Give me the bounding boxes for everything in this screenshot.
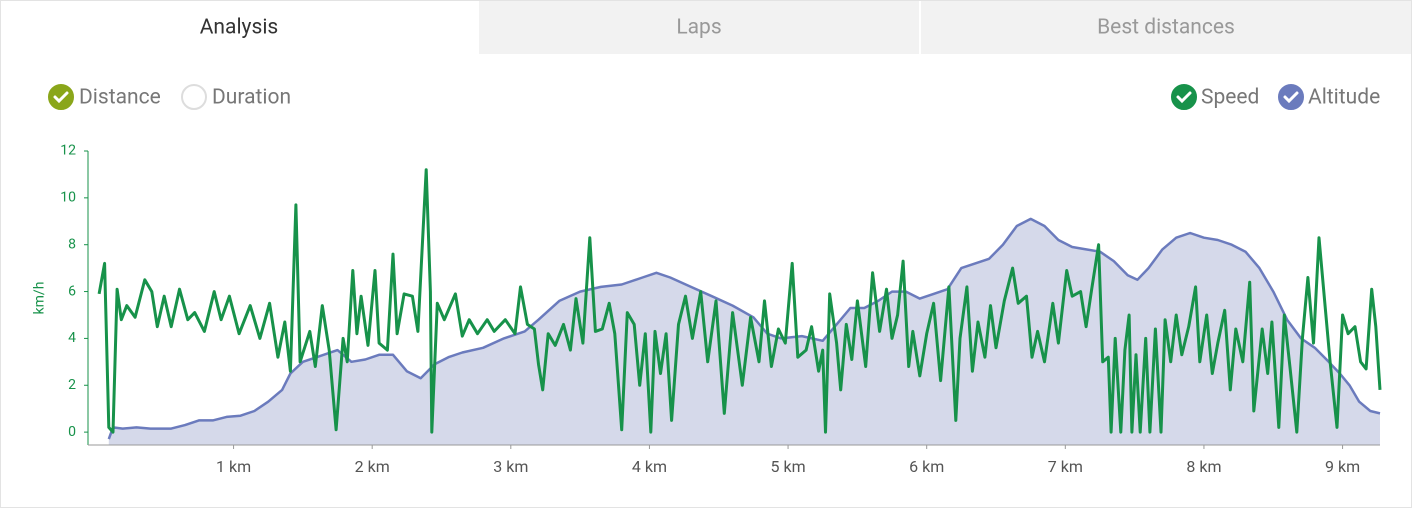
- check-mark: [1176, 91, 1192, 104]
- legend-label[interactable]: Duration: [212, 86, 291, 110]
- line: [97, 168, 1382, 434]
- check-mark: [1283, 91, 1299, 104]
- line: [107, 217, 1381, 440]
- y-tick-label: 6: [68, 283, 76, 299]
- y-tick-label: 4: [68, 330, 76, 346]
- x-tick-label: 1 km: [216, 457, 251, 476]
- y-tick-label: 2: [68, 377, 76, 393]
- x-tick-label: 5 km: [771, 457, 806, 476]
- x-tick-label: 6 km: [909, 457, 944, 476]
- y-tick-label: 10: [60, 190, 76, 206]
- y-tick-label: 0: [68, 424, 76, 440]
- x-tick-label: 8 km: [1186, 457, 1221, 476]
- x-tick-label: 4 km: [632, 457, 667, 476]
- x-tick-label: 9 km: [1325, 457, 1360, 476]
- legend-label[interactable]: Altitude: [1308, 86, 1380, 110]
- legend-label[interactable]: Distance: [79, 86, 161, 110]
- tab[interactable]: [921, 1, 1411, 54]
- tab-bar: Analysis Laps Best distances: [1, 1, 1411, 54]
- legend: Distance Duration Speed Altitude: [48, 84, 1380, 110]
- tab-label[interactable]: Laps: [676, 16, 721, 40]
- x-tick-label: 3 km: [493, 457, 528, 476]
- legend-label[interactable]: Speed: [1201, 86, 1259, 110]
- x-tick-label: 2 km: [355, 457, 390, 476]
- y-tick-label: 8: [68, 236, 76, 252]
- y-axis-label: km/h: [32, 282, 48, 315]
- tab[interactable]: [1, 1, 477, 54]
- area: [108, 218, 1381, 445]
- checkbox[interactable]: [181, 84, 207, 110]
- tab-label[interactable]: Best distances: [1097, 16, 1235, 40]
- tab[interactable]: [479, 1, 919, 54]
- x-tick-label: 7 km: [1048, 457, 1083, 476]
- check-mark: [53, 91, 69, 104]
- tab-label[interactable]: Analysis: [200, 16, 279, 40]
- y-tick-label: 12: [60, 143, 76, 159]
- chart: 0 2 4 6 8 10 12 km/h 1 km 2 km 3 km 4 km 5 km 6 km 7 k…: [32, 143, 1382, 476]
